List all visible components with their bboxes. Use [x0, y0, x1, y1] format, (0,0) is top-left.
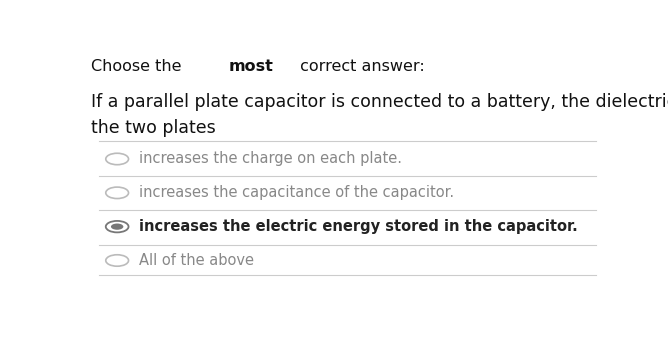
- Text: the two plates: the two plates: [92, 119, 216, 137]
- Text: increases the electric energy stored in the capacitor.: increases the electric energy stored in …: [140, 219, 578, 234]
- Text: most: most: [228, 59, 273, 74]
- Text: All of the above: All of the above: [140, 253, 255, 268]
- Text: increases the charge on each plate.: increases the charge on each plate.: [140, 151, 402, 167]
- Text: If a parallel plate capacitor is connected to a battery, the dielectric material: If a parallel plate capacitor is connect…: [92, 93, 668, 111]
- Text: increases the capacitance of the capacitor.: increases the capacitance of the capacit…: [140, 185, 454, 200]
- Text: Choose the: Choose the: [92, 59, 187, 74]
- Circle shape: [111, 223, 124, 230]
- Text: correct answer:: correct answer:: [295, 59, 425, 74]
